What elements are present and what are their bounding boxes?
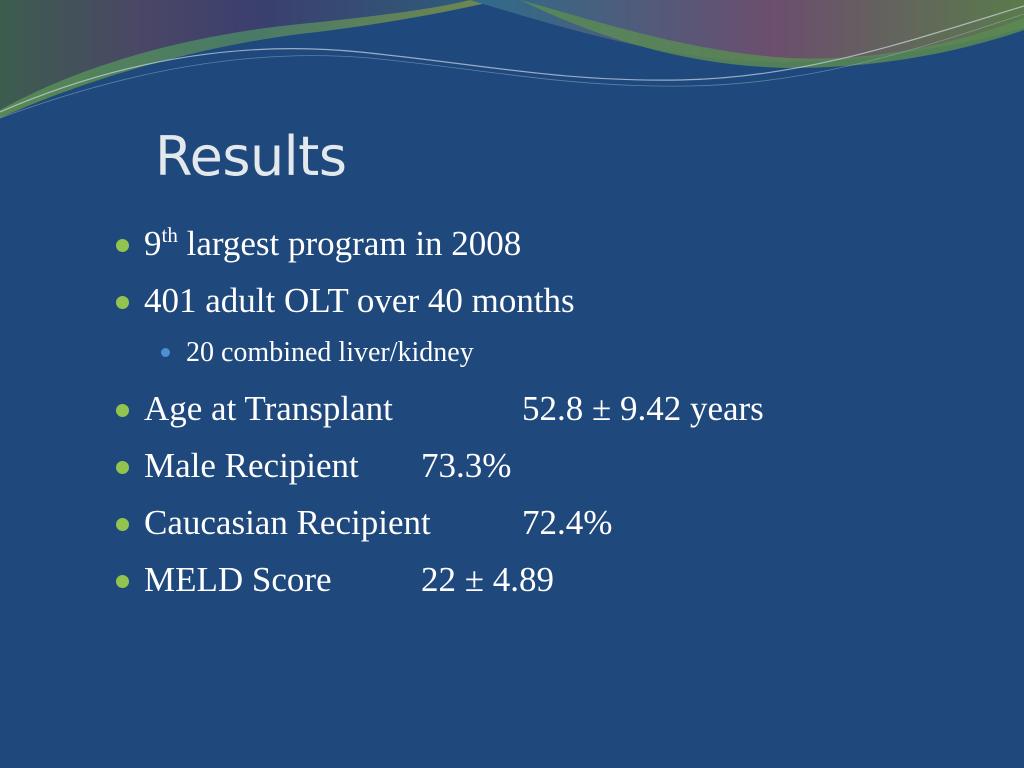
wave-top-right <box>470 0 1024 63</box>
wave-highlight-line-2 <box>0 13 1024 119</box>
rank-number: 9 <box>144 224 162 263</box>
combined-text: 20 combined liver/kidney <box>186 337 474 368</box>
bullet-dot-icon <box>116 575 129 588</box>
rank-text: largest program in 2008 <box>177 224 522 263</box>
bullet-dot-icon <box>116 296 129 309</box>
bullet-dot-icon <box>116 404 129 417</box>
male-label: Male Recipient <box>144 446 359 485</box>
bullet-dot-icon <box>116 239 129 252</box>
bullet-item-olt-count: 401 adult OLT over 40 months <box>116 281 575 321</box>
bullet-item-male: Male Recipient 73.3% <box>116 446 511 486</box>
olt-text: 401 adult OLT over 40 months <box>144 281 575 320</box>
caucasian-value: 72.4% <box>522 503 613 542</box>
wave-green-right <box>520 0 1024 68</box>
bullet-item-age: Age at Transplant 52.8 ± 9.42 years <box>116 389 764 429</box>
age-label: Age at Transplant <box>144 389 393 428</box>
meld-value: 22 ± 4.89 <box>421 560 554 599</box>
wave-highlight-line <box>0 5 1024 113</box>
wave-top-left <box>0 0 470 110</box>
bullet-dot-icon <box>116 518 129 531</box>
caucasian-label: Caucasian Recipient <box>144 503 431 542</box>
bullet-item-program-rank: 9th largest program in 2008 <box>116 223 522 264</box>
bullet-item-caucasian: Caucasian Recipient 72.4% <box>116 503 612 543</box>
header-wave-decoration <box>0 0 1024 119</box>
age-value: 52.8 ± 9.42 years <box>522 389 764 428</box>
sub-bullet-item-combined: 20 combined liver/kidney <box>161 336 474 370</box>
bullet-item-meld: MELD Score 22 ± 4.89 <box>116 560 554 600</box>
rank-suffix: th <box>161 223 178 247</box>
male-value: 73.3% <box>421 446 512 485</box>
sub-bullet-dot-icon <box>161 348 170 357</box>
slide-title: Results <box>155 125 347 188</box>
meld-label: MELD Score <box>144 560 332 599</box>
bullet-dot-icon <box>116 461 129 474</box>
